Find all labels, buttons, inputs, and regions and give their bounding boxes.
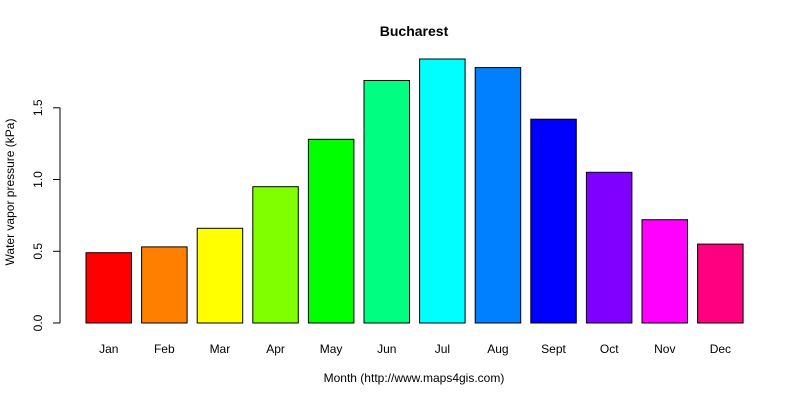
bar-jul (419, 58, 466, 324)
x-tick-label: Mar (210, 342, 231, 356)
y-axis-label: Water vapor pressure (kPa) (3, 119, 17, 266)
bar-sept (530, 118, 577, 324)
y-axis: 0.0 0.5 1.0 1.5 (31, 99, 61, 331)
x-tick-label: Aug (487, 342, 508, 356)
x-tick-label: Apr (266, 342, 285, 356)
bar-apr (252, 186, 299, 324)
x-tick-label: Feb (154, 342, 175, 356)
bar-jan (85, 252, 132, 324)
bar-jun (363, 80, 410, 324)
x-tick-label: May (320, 342, 343, 356)
x-tick-label: Oct (600, 342, 619, 356)
y-tick-label: 1.5 (31, 99, 45, 116)
bar-aug (474, 67, 522, 324)
x-tick-label: Jun (377, 342, 396, 356)
x-tick-labels: Jan Feb Mar Apr May Jun Jul Aug Sept Oct Nov Dec (99, 342, 731, 356)
bar-feb (141, 246, 188, 324)
x-tick-label: Sept (541, 342, 566, 356)
y-tick-label: 0.0 (31, 314, 45, 331)
y-tick-label: 1.0 (31, 171, 45, 188)
x-tick-label: Nov (654, 342, 675, 356)
x-tick-label: Jan (99, 342, 118, 356)
bar-dec (697, 243, 744, 324)
bar-nov (641, 219, 688, 324)
x-tick-label: Jul (435, 342, 450, 356)
bar-may (307, 138, 355, 324)
x-axis-label: Month (http://www.maps4gis.com) (324, 371, 505, 385)
chart-title: Bucharest (380, 23, 449, 39)
x-tick-label: Dec (710, 342, 731, 356)
bars-group (85, 58, 744, 324)
y-tick-label: 0.5 (31, 243, 45, 260)
bar-oct (585, 171, 633, 324)
bar-mar (196, 227, 244, 324)
